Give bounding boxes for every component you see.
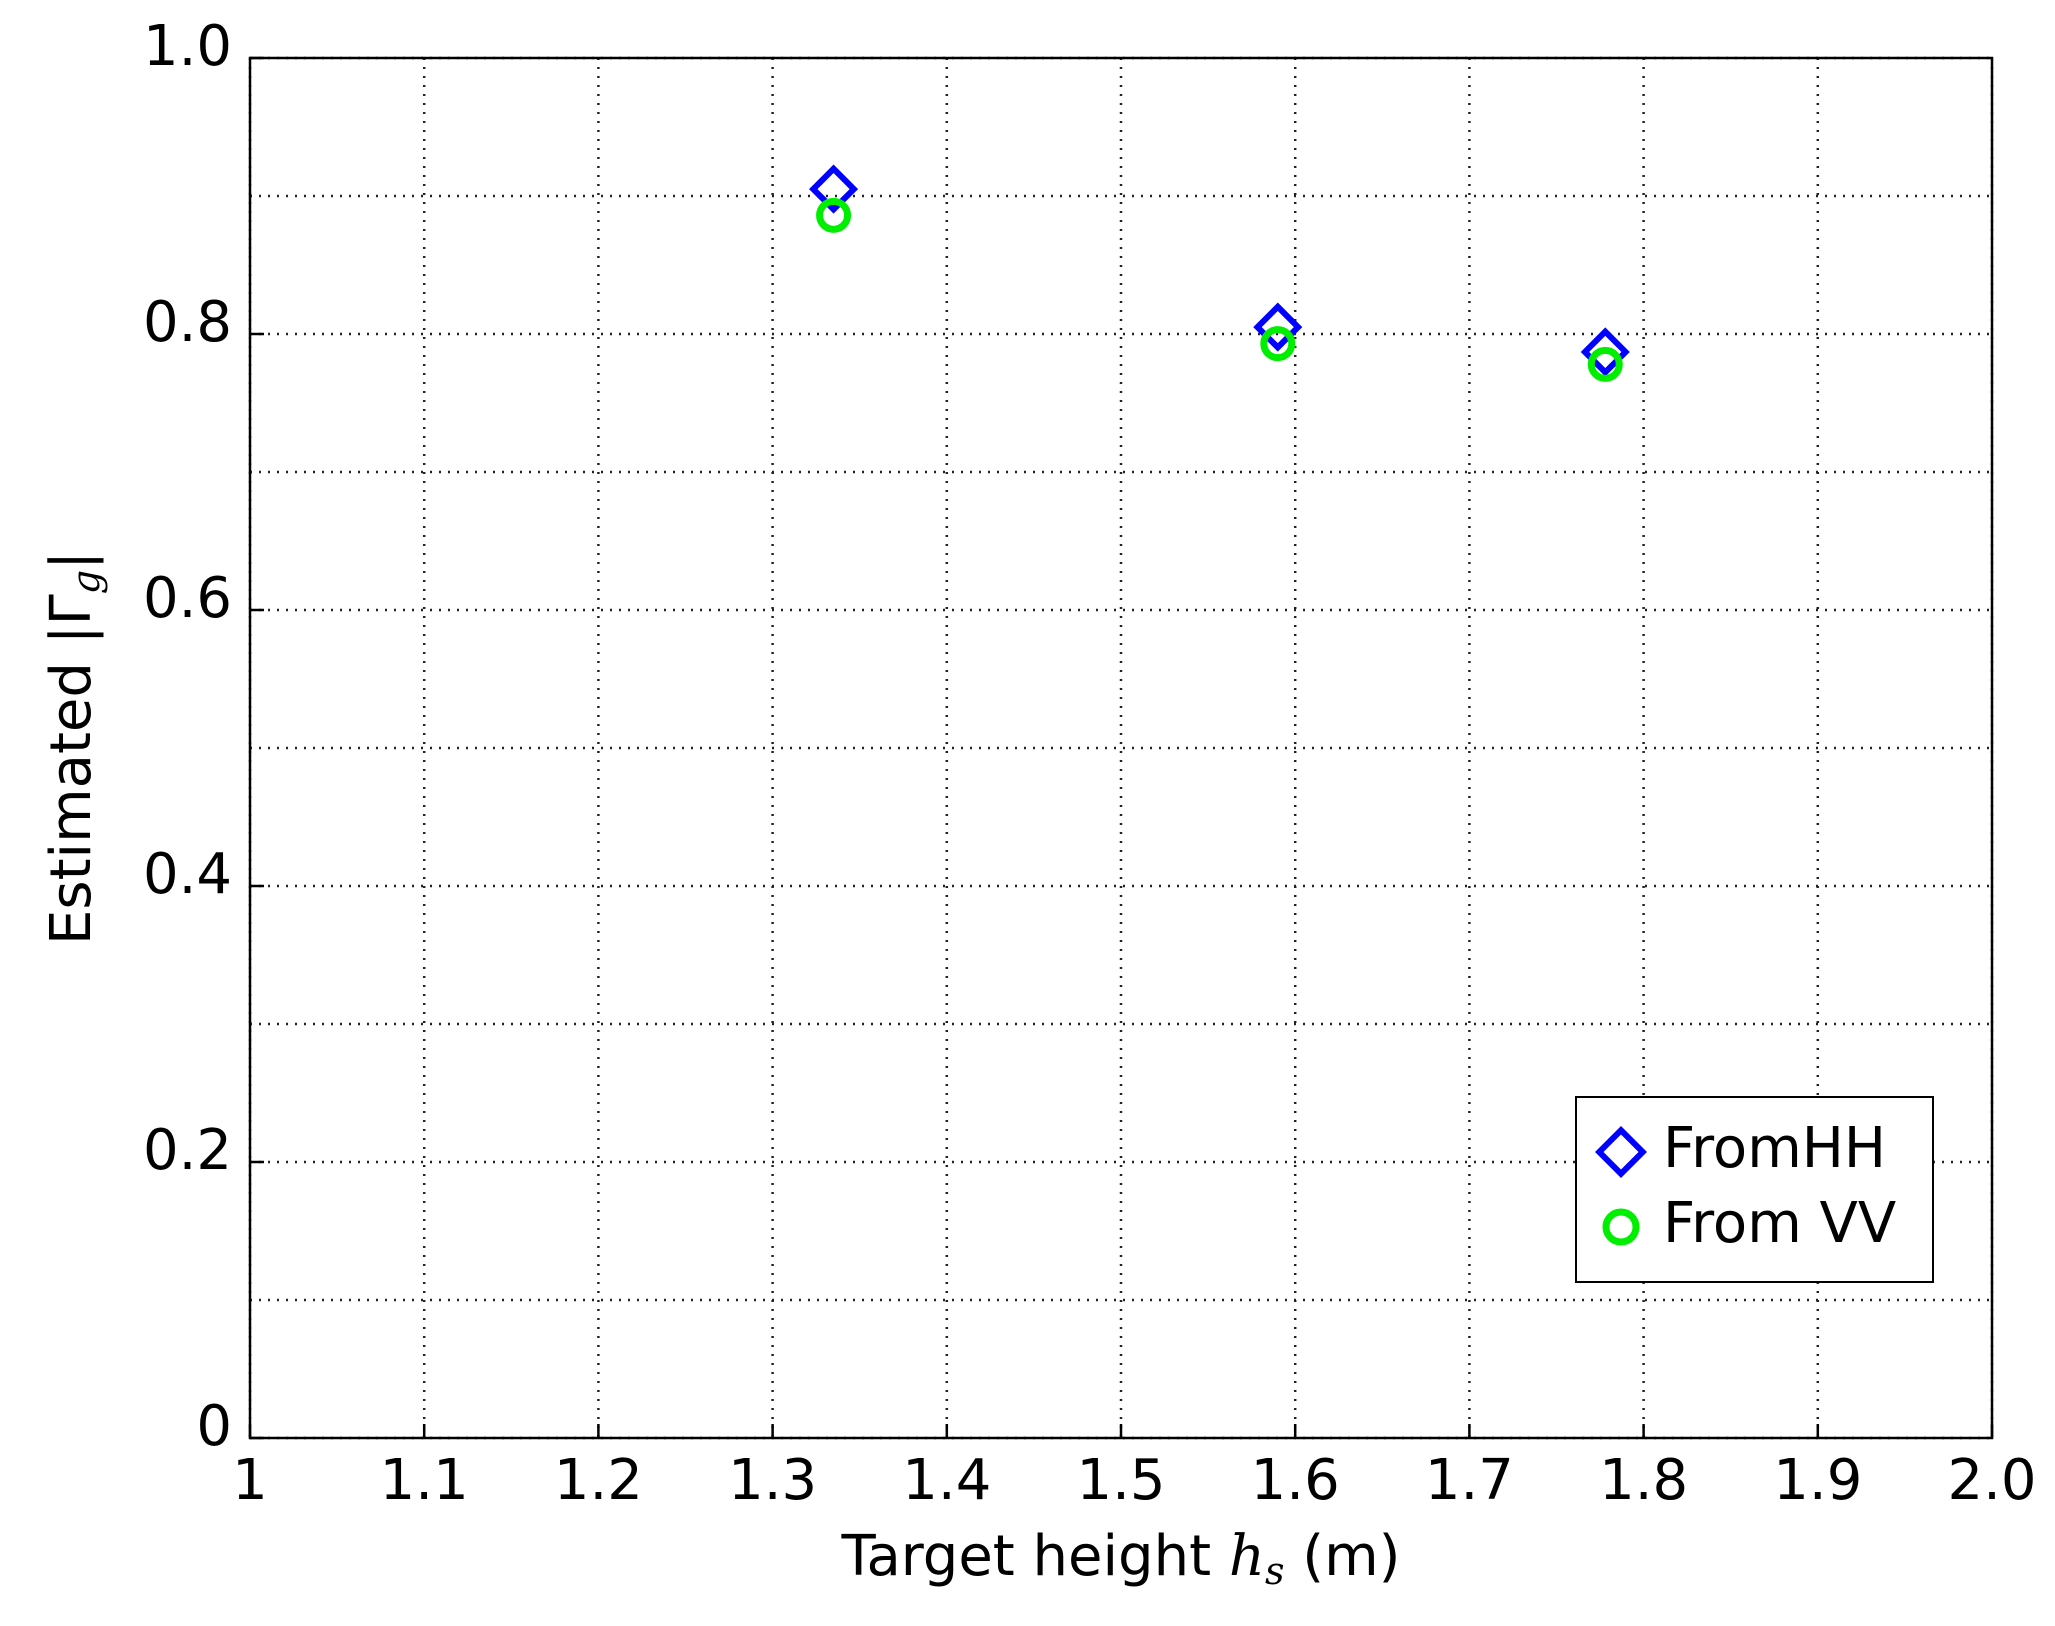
x-label-text: Target height bbox=[841, 1524, 1229, 1589]
x-label-unit: (m) bbox=[1284, 1524, 1400, 1589]
x-tick-label: 1.7 bbox=[1425, 1448, 1514, 1513]
x-tick-label: 1 bbox=[232, 1448, 268, 1513]
marker-circle bbox=[1587, 346, 1623, 382]
y-tick-label: 0.2 bbox=[143, 1118, 232, 1183]
marker-diamond bbox=[809, 164, 859, 214]
x-tick-label: 1.2 bbox=[554, 1448, 643, 1513]
y-label-subscript: g bbox=[64, 570, 108, 594]
x-tick-label: 1.6 bbox=[1251, 1448, 1340, 1513]
marker-circle bbox=[1260, 326, 1296, 362]
x-label-symbol: h bbox=[1229, 1524, 1265, 1589]
y-tick-label: 0.4 bbox=[143, 842, 232, 907]
y-tick-label: 0.6 bbox=[143, 566, 232, 631]
x-tick-label: 1.4 bbox=[902, 1448, 991, 1513]
x-tick-label: 1.1 bbox=[380, 1448, 469, 1513]
legend-label: From VV bbox=[1663, 1191, 1896, 1256]
y-label-text: Estimated |Γ bbox=[39, 594, 104, 945]
x-tick-label: 1.8 bbox=[1599, 1448, 1688, 1513]
marker-diamond bbox=[1595, 1126, 1647, 1178]
y-axis-label: Estimated |Γg| bbox=[39, 551, 107, 945]
y-tick-label: 0 bbox=[196, 1394, 232, 1459]
marker-diamond bbox=[1580, 327, 1630, 377]
marker-circle bbox=[816, 197, 852, 233]
x-tick-label: 1.3 bbox=[728, 1448, 817, 1513]
plot-frame bbox=[248, 56, 1994, 1440]
y-tick-label: 1.0 bbox=[143, 14, 232, 79]
marker-circle bbox=[1602, 1208, 1640, 1246]
x-tick-label: 2.0 bbox=[1947, 1448, 2036, 1513]
x-tick-label: 1.9 bbox=[1773, 1448, 1862, 1513]
y-tick-label: 0.8 bbox=[143, 290, 232, 355]
x-label-subscript: s bbox=[1265, 1549, 1285, 1593]
y-label-bar: | bbox=[39, 551, 104, 570]
x-tick-label: 1.5 bbox=[1076, 1448, 1165, 1513]
marker-diamond bbox=[1253, 302, 1303, 352]
legend-label: FromHH bbox=[1663, 1116, 1886, 1181]
legend-box bbox=[1575, 1096, 1934, 1283]
x-axis-label: Target height hs (m) bbox=[841, 1524, 1401, 1593]
